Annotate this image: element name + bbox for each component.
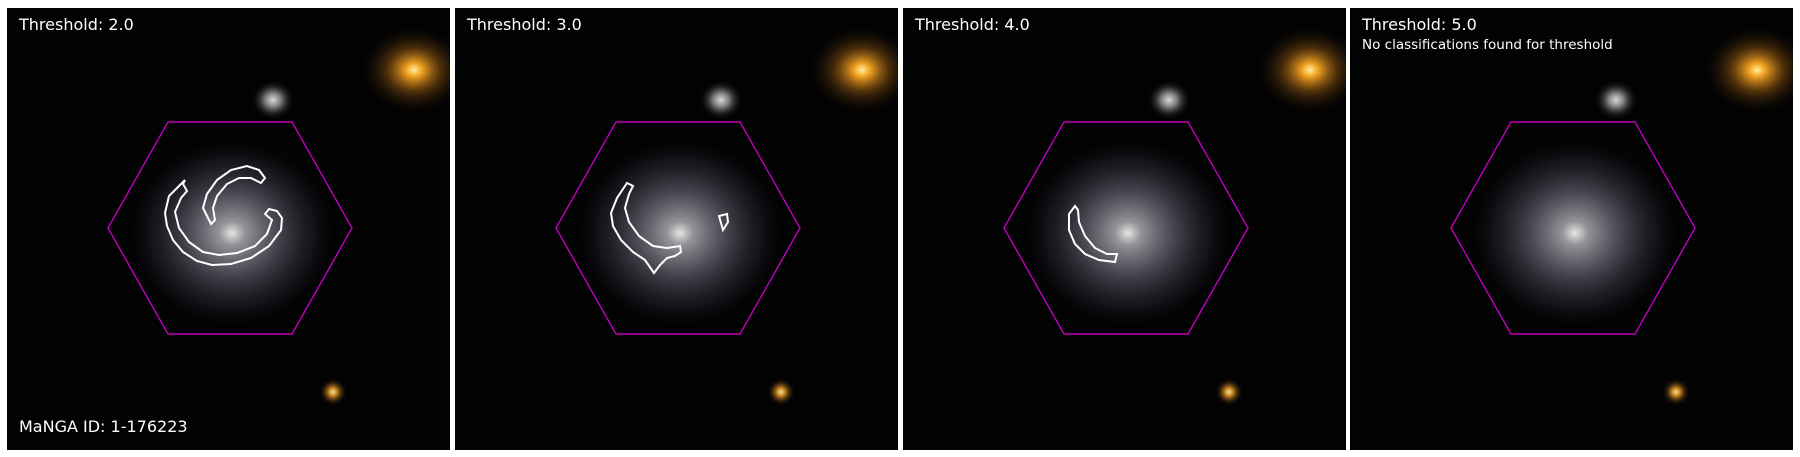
hexagon-outline xyxy=(1003,121,1249,335)
hexagon-outline xyxy=(107,121,353,335)
hexagon-outline xyxy=(555,121,801,335)
hexagon-outline xyxy=(1450,121,1696,335)
panel-title: Threshold: 3.0 xyxy=(467,15,582,34)
galaxy-image xyxy=(107,25,450,406)
manga-id-label: MaNGA ID: 1-176223 xyxy=(19,417,188,436)
panel-title: Threshold: 5.0 xyxy=(1362,15,1477,34)
galaxy-image xyxy=(555,25,898,406)
image-panel-threshold-4: Threshold: 4.0 xyxy=(903,8,1346,450)
spiral-arm-contour xyxy=(609,181,683,275)
galaxy-image xyxy=(1450,25,1793,406)
image-panel-threshold-5: Threshold: 5.0 No classifications found … xyxy=(1350,8,1793,450)
image-panel-threshold-2: Threshold: 2.0 MaNGA ID: 1-176223 xyxy=(7,8,450,450)
spiral-arm-contour xyxy=(163,179,284,267)
panel-title: Threshold: 2.0 xyxy=(19,15,134,34)
no-classifications-note: No classifications found for threshold xyxy=(1362,37,1613,53)
image-panel-threshold-3: Threshold: 3.0 xyxy=(455,8,898,450)
spiral-arm-contour xyxy=(201,164,267,226)
panel-title: Threshold: 4.0 xyxy=(915,15,1030,34)
galaxy-image xyxy=(1003,25,1346,406)
spiral-arm-contour xyxy=(717,212,730,233)
spiral-arm-contour xyxy=(1068,204,1119,264)
